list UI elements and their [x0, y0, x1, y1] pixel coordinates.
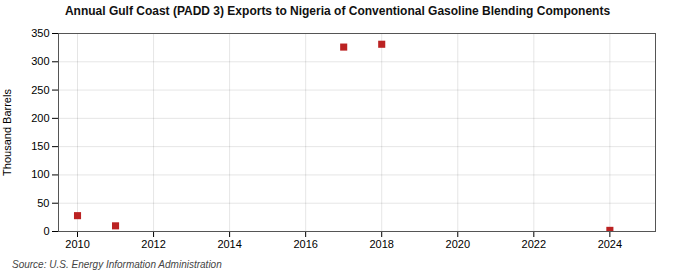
html-text:Source: U.S. Energy Informatio: Source: U.S. Energy Information Administ… [12, 259, 222, 270]
svg-text:2024: 2024 [598, 238, 622, 250]
svg-text:350: 350 [31, 27, 49, 39]
svg-text:2018: 2018 [369, 238, 393, 250]
svg-text:150: 150 [31, 140, 49, 152]
svg-text:2012: 2012 [141, 238, 165, 250]
svg-text:250: 250 [31, 84, 49, 96]
svg-text:Thousand Barrels: Thousand Barrels [1, 89, 13, 176]
html-text:Annual Gulf Coast (PADD 3) Exp: Annual Gulf Coast (PADD 3) Exports to Ni… [64, 4, 611, 18]
svg-text:200: 200 [31, 112, 49, 124]
svg-text:2016: 2016 [293, 238, 317, 250]
svg-text:2022: 2022 [522, 238, 546, 250]
svg-text:2010: 2010 [65, 238, 89, 250]
svg-text:0: 0 [43, 225, 49, 237]
svg-text:50: 50 [37, 197, 49, 209]
svg-text:2020: 2020 [446, 238, 470, 250]
svg-text:100: 100 [31, 168, 49, 180]
svg-text:300: 300 [31, 55, 49, 67]
svg-text:2014: 2014 [217, 238, 241, 250]
